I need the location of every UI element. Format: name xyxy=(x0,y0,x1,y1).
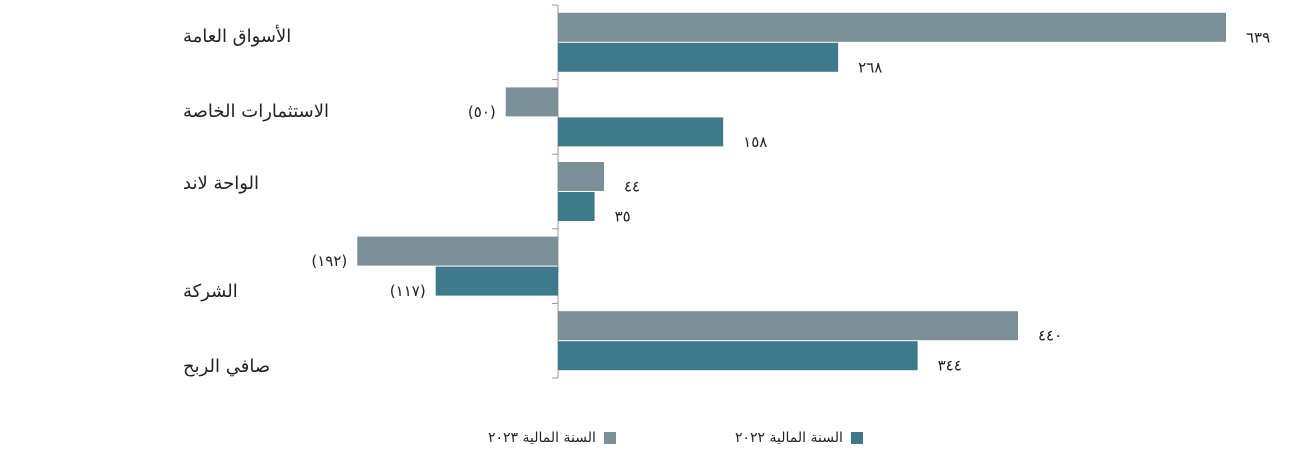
category-label-1: الاستثمارات الخاصة xyxy=(183,101,329,122)
category-label-3: الشركة xyxy=(183,281,238,302)
bar-chart: ٦٣٩ ٢٦٨ (٥٠) ١٥٨ ٤٤ ٣٥ (١٩٢) (١١٧) ٤٤٠ ٣٤٤ الأسوا… xyxy=(183,4,1270,379)
legend-label-2022: السنة المالية ٢٠٢٢ xyxy=(735,430,843,446)
bar-3-1 xyxy=(435,266,558,296)
bar-4-0 xyxy=(558,311,1018,341)
bar-1-1 xyxy=(558,117,724,147)
legend-swatch-2023 xyxy=(603,432,616,444)
value-label-4-1: ٣٤٤ xyxy=(938,357,962,375)
legend-item-2022: السنة المالية ٢٠٢٢ xyxy=(735,430,863,446)
category-label-2: الواحة لاند xyxy=(183,173,259,194)
bar-1-0 xyxy=(505,87,558,117)
bar-3-0 xyxy=(357,236,558,266)
bar-2-0 xyxy=(558,162,604,191)
value-label-2-0: ٤٤ xyxy=(624,178,640,196)
bar-0-1 xyxy=(558,42,839,72)
category-label-4: صافي الربح xyxy=(183,356,270,377)
value-labels: ٦٣٩ ٢٦٨ (٥٠) ١٥٨ ٤٤ ٣٥ (١٩٢) (١١٧) ٤٤٠ ٣٤٤ xyxy=(311,28,1270,374)
value-label-2-1: ٣٥ xyxy=(615,208,631,226)
axis xyxy=(552,4,559,379)
bar-4-1 xyxy=(558,341,918,371)
category-label-0: الأسواق العامة xyxy=(183,25,291,47)
legend-item-2023: السنة المالية ٢٠٢٣ xyxy=(488,430,616,446)
bars xyxy=(357,12,1226,371)
value-label-3-0: (١٩٢) xyxy=(311,252,347,270)
value-label-4-0: ٤٤٠ xyxy=(1038,327,1062,345)
bar-2-1 xyxy=(558,192,595,221)
value-label-0-1: ٢٦٨ xyxy=(858,58,882,76)
bar-0-0 xyxy=(558,12,1226,42)
legend-label-2023: السنة المالية ٢٠٢٣ xyxy=(488,430,596,446)
category-labels: الأسواق العامة الاستثمارات الخاصة الواحة ل… xyxy=(183,25,329,377)
value-label-3-1: (١١٧) xyxy=(390,282,426,300)
value-label-1-0: (٥٠) xyxy=(468,103,496,121)
legend-swatch-2022 xyxy=(850,432,863,444)
value-label-1-1: ١٥٨ xyxy=(743,133,767,151)
value-label-0-0: ٦٣٩ xyxy=(1246,28,1270,46)
